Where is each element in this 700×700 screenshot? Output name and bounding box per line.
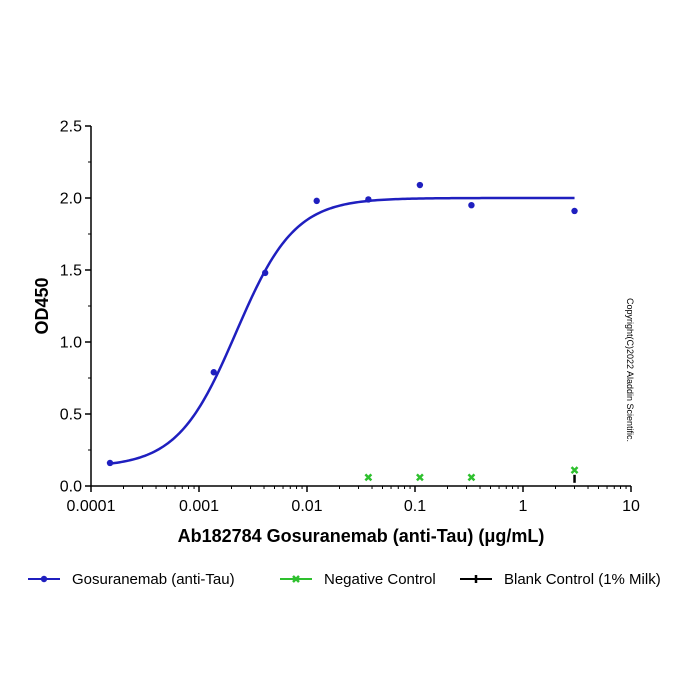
data-point-gosuranemab: [210, 369, 217, 376]
x-ticks: 0.0001 0.001 0.01 0.1 1 10: [67, 486, 640, 515]
y-tick-label: 0.0: [60, 479, 82, 496]
y-axis: 0.0 0.5 1.0 1.5 2.0 2.5: [60, 119, 92, 496]
data-point-gosuranemab: [365, 196, 372, 203]
data-point-gosuranemab: [313, 197, 320, 205]
x-tick-label: 0.01: [291, 498, 322, 515]
legend-item: Negative Control: [280, 571, 436, 588]
x-axis-title: Ab182784 Gosuranemab (anti-Tau) (μg/mL): [178, 526, 545, 546]
y-ticks: 0.0 0.5 1.0 1.5 2.0 2.5: [60, 119, 91, 496]
legend-label: Negative Control: [324, 571, 436, 588]
legend-item: Gosuranemab (anti-Tau): [28, 571, 235, 588]
fit-curve-gosuranemab: [109, 196, 575, 465]
y-tick-label: 1.0: [60, 335, 82, 352]
data-point-negative-control: [570, 466, 579, 475]
legend: Gosuranemab (anti-Tau) Negative Control Bl…: [28, 571, 661, 588]
y-tick-label: 0.5: [60, 407, 82, 424]
data-point-gosuranemab: [468, 202, 475, 209]
data-point-negative-control: [416, 473, 424, 482]
legend-item: Blank Control (1% Milk): [460, 571, 661, 588]
x-axis: 0.0001 0.001 0.01 0.1 1 10: [67, 485, 640, 515]
x-tick-label: 0.001: [179, 498, 219, 515]
x-tick-label: 10: [622, 498, 640, 515]
data-point-gosuranemab: [261, 269, 269, 277]
data-point-negative-control: [467, 473, 476, 482]
x-tick-label: 1: [519, 498, 528, 515]
y-axis-title: OD450: [32, 277, 52, 334]
data-point-gosuranemab: [571, 207, 578, 215]
legend-marker: [292, 575, 300, 583]
data-points: [106, 181, 579, 483]
y-tick-label: 2.0: [60, 191, 82, 208]
y-tick-label: 1.5: [60, 263, 82, 280]
x-tick-label: 0.1: [404, 498, 426, 515]
data-point-gosuranemab: [416, 181, 424, 189]
copyright-annotation: Copyright(C)2022 Aladdin Scientific.: [625, 298, 635, 442]
legend-marker: [40, 575, 48, 583]
data-point-negative-control: [364, 473, 373, 482]
legend-label: Blank Control (1% Milk): [504, 571, 661, 588]
data-point-gosuranemab: [106, 459, 114, 467]
y-tick-label: 2.5: [60, 119, 82, 136]
legend-label: Gosuranemab (anti-Tau): [72, 571, 235, 588]
x-tick-label: 0.0001: [67, 498, 116, 515]
